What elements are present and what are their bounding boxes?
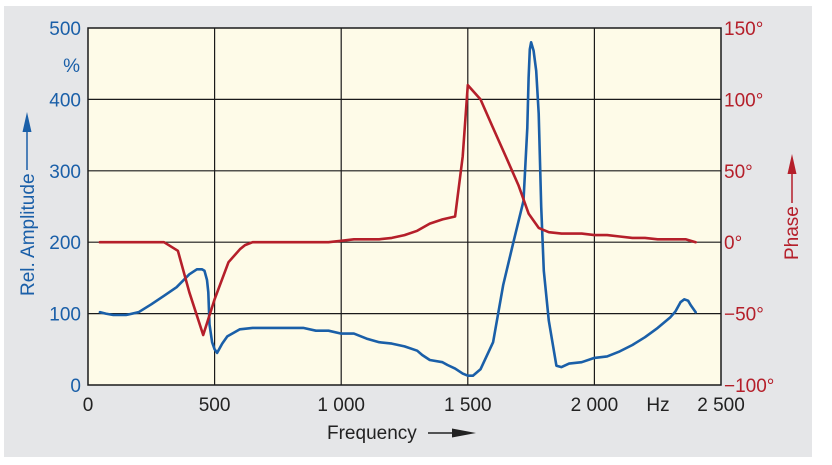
left-axis-ticks: 0 100 200 300 400 500 xyxy=(49,19,81,397)
y2-tick-label: 0° xyxy=(724,233,742,254)
x-tick-label: 1 000 xyxy=(317,395,365,416)
series-line-phase xyxy=(98,83,698,337)
x-tick-label: 1 500 xyxy=(444,395,492,416)
y-tick-label: 200 xyxy=(49,233,81,254)
y-axis-title: Rel. Amplitude xyxy=(18,112,39,296)
y2-tick-label: 150° xyxy=(724,19,763,40)
y2-tick-label: −50° xyxy=(724,305,764,326)
series-group xyxy=(98,40,698,378)
y2-tick-label: 100° xyxy=(724,90,763,111)
series-line-rel-amplitude xyxy=(98,40,698,378)
y-tick-label: 500 xyxy=(49,19,81,40)
y2-axis-title: Phase xyxy=(782,154,803,260)
y-tick-label: 400 xyxy=(49,90,81,111)
x-tick-label: 2 000 xyxy=(571,395,619,416)
right-axis-ticks: −100° −50° 0° 50° 100° 150° xyxy=(724,19,774,397)
x-axis-ticks: 0 500 1 000 1 500 2 000 2 500 xyxy=(83,395,745,416)
y-axis-arrow-icon xyxy=(22,112,32,132)
y2-axis-arrow-icon xyxy=(787,154,797,174)
x-tick-label: 0 xyxy=(83,395,94,416)
y-axis-title-text: Rel. Amplitude xyxy=(18,173,39,296)
y2-tick-label: 50° xyxy=(724,162,753,183)
y-tick-label: 300 xyxy=(49,162,81,183)
x-axis-title-text: Frequency xyxy=(327,423,417,444)
x-axis-title: Frequency xyxy=(327,423,476,444)
y-unit-label: % xyxy=(63,56,80,77)
x-axis-arrow-icon xyxy=(452,428,476,438)
y2-tick-label: −100° xyxy=(724,376,774,397)
y2-axis-title-text: Phase xyxy=(782,206,803,260)
x-tick-label: 2 500 xyxy=(697,395,745,416)
x-unit-label: Hz xyxy=(646,395,669,416)
y-tick-label: 0 xyxy=(70,376,81,397)
y-tick-label: 100 xyxy=(49,305,81,326)
plot-frame xyxy=(87,27,722,386)
x-tick-label: 500 xyxy=(199,395,231,416)
plot-area xyxy=(88,28,721,385)
